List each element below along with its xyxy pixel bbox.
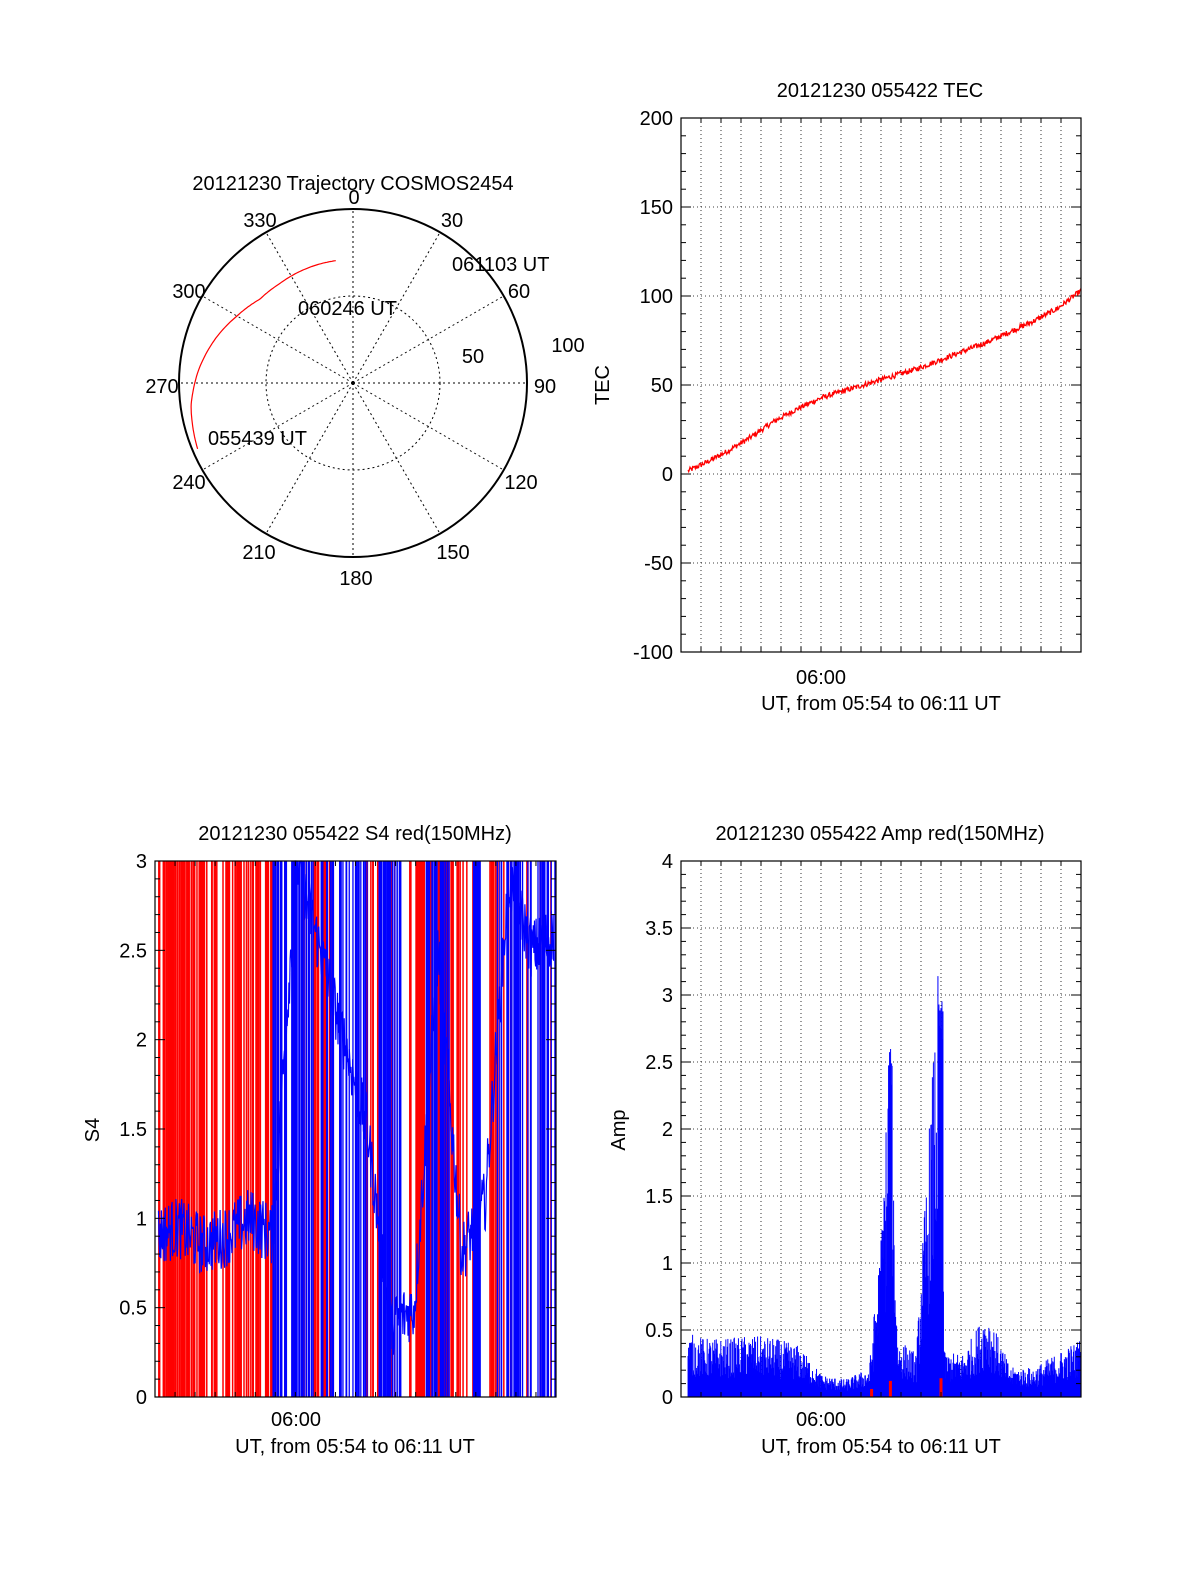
tec-y-tick-labels: -100 -50 0 50 100 150 200 — [633, 108, 673, 664]
polar-spoke-300 — [202, 295, 354, 384]
tec-x-label: UT, from 05:54 to 06:11 UT — [761, 693, 1001, 715]
tec-title: 20121230 055422 TEC — [777, 80, 983, 102]
amp-grid — [681, 861, 1082, 1397]
s4-ytick-label: 3 — [136, 851, 147, 873]
polar-spoke-60 — [352, 295, 504, 384]
ring-label-50: 50 — [462, 346, 484, 368]
azimuth-label-0: 0 — [348, 187, 359, 209]
amp-ytick-label: 3.5 — [645, 918, 673, 940]
amp-ytick-label: 3 — [662, 985, 673, 1007]
s4-blue-series — [157, 860, 555, 1355]
tec-ytick-label: 100 — [640, 286, 673, 308]
amp-plot-frame — [680, 860, 1082, 1398]
amp-title: 20121230 055422 Amp red(150MHz) — [715, 823, 1044, 845]
ring-label-100: 100 — [551, 335, 584, 357]
azimuth-label-270: 270 — [145, 376, 178, 398]
tec-ytick-label: -50 — [644, 553, 673, 575]
track-label-mid: 060246 UT — [298, 298, 397, 320]
tec-grid — [681, 118, 1082, 652]
s4-ytick-label: 1.5 — [119, 1119, 147, 1141]
tec-ytick-label: 200 — [640, 108, 673, 130]
s4-y-label: S4 — [82, 1118, 104, 1142]
azimuth-label-120: 120 — [504, 472, 537, 494]
tec-series-line — [687, 288, 1082, 474]
amp-ytick-label: 2.5 — [645, 1052, 673, 1074]
tec-chart: 20121230 055422 TEC -100-50050100150200 … — [592, 80, 1082, 715]
s4-chart: 20121230 055422 S4 red(150MHz) 0 0.5 1 1.5 2… — [82, 823, 557, 1458]
amp-ytick-label: 0 — [662, 1387, 673, 1409]
polar-spoke-120 — [352, 382, 504, 471]
s4-x-tick-0600: 06:00 — [271, 1409, 321, 1431]
polar-azimuth-labels: 0 30 60 90 120 150 180 210 240 270 300 330 — [145, 187, 556, 590]
azimuth-label-240: 240 — [172, 472, 205, 494]
s4-ytick-label: 2 — [136, 1030, 147, 1052]
amp-ticks — [681, 860, 1082, 1398]
tec-ticks — [681, 117, 1082, 653]
amp-x-label: UT, from 05:54 to 06:11 UT — [761, 1436, 1001, 1458]
azimuth-label-30: 30 — [441, 210, 463, 232]
trajectory-track — [190, 260, 336, 450]
polar-spoke-240 — [202, 382, 354, 471]
azimuth-label-300: 300 — [172, 281, 205, 303]
track-label-start: 055439 UT — [208, 428, 307, 450]
tec-y-label: TEC — [592, 365, 614, 405]
tec-x-tick-0600: 06:00 — [796, 667, 846, 689]
trajectory-chart: 20121230 Trajectory COSMOS2454 0 30 60 90 12… — [145, 173, 584, 590]
s4-ytick-label: 0.5 — [119, 1298, 147, 1320]
polar-spoke-30 — [352, 232, 441, 384]
azimuth-label-150: 150 — [436, 542, 469, 564]
azimuth-label-210: 210 — [242, 542, 275, 564]
polar-spoke-330 — [265, 232, 354, 384]
amp-ytick-label: 1.5 — [645, 1186, 673, 1208]
tec-ytick-label: 50 — [651, 375, 673, 397]
tec-plot-frame — [680, 117, 1082, 653]
amp-y-label: Amp — [608, 1109, 630, 1150]
s4-title: 20121230 055422 S4 red(150MHz) — [198, 823, 512, 845]
s4-ytick-label: 0 — [136, 1387, 147, 1409]
tec-ytick-label: -100 — [633, 642, 673, 664]
azimuth-label-330: 330 — [243, 210, 276, 232]
tec-ytick-label: 150 — [640, 197, 673, 219]
s4-plot-frame — [154, 860, 557, 1398]
s4-ytick-label: 1 — [136, 1208, 147, 1230]
s4-red-series — [158, 861, 552, 1397]
azimuth-label-90: 90 — [534, 376, 556, 398]
amp-blue-series — [687, 976, 1082, 1397]
s4-y-tick-labels: 0 0.5 1 1.5 2 2.5 3 — [119, 851, 147, 1409]
amp-y-tick-labels: 0 0.5 1 1.5 2 2.5 3 3.5 4 — [645, 851, 673, 1409]
s4-x-label: UT, from 05:54 to 06:11 UT — [235, 1436, 475, 1458]
amp-chart: 20121230 055422 Amp red(150MHz) 0 0.5 1 1.5… — [608, 823, 1082, 1458]
amp-ytick-label: 0.5 — [645, 1320, 673, 1342]
amp-x-tick-0600: 06:00 — [796, 1409, 846, 1431]
s4-ytick-label: 2.5 — [119, 940, 147, 962]
amp-ytick-label: 2 — [662, 1119, 673, 1141]
amp-ytick-label: 4 — [662, 851, 673, 873]
trajectory-title: 20121230 Trajectory COSMOS2454 — [192, 173, 513, 195]
polar-spokes — [179, 209, 527, 557]
polar-spoke-150 — [352, 382, 441, 534]
track-label-end: 061103 UT — [452, 254, 549, 276]
azimuth-label-180: 180 — [339, 568, 372, 590]
polar-outer-ring — [178, 208, 528, 558]
polar-spoke-210 — [265, 382, 354, 534]
amp-ytick-label: 1 — [662, 1253, 673, 1275]
tec-ytick-label: 0 — [662, 464, 673, 486]
azimuth-label-60: 60 — [508, 281, 530, 303]
